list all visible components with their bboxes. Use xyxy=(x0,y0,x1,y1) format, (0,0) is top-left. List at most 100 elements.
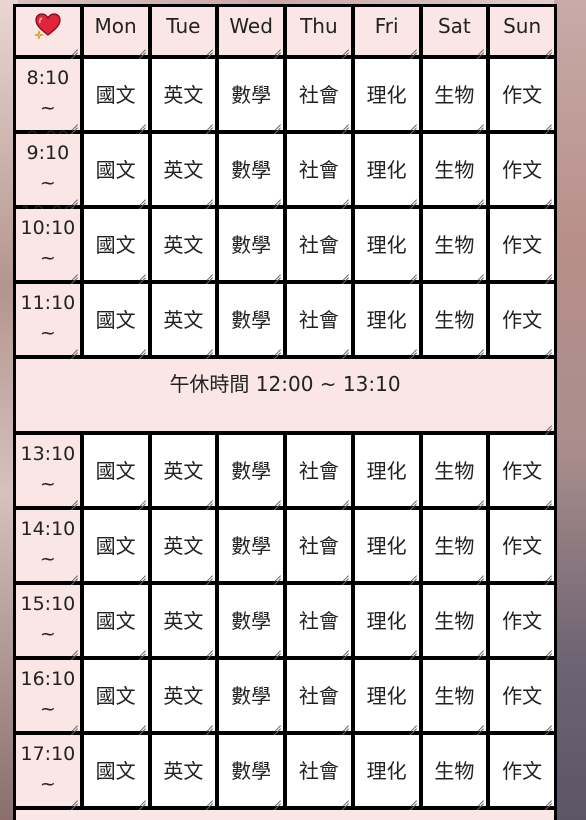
resize-grip-icon[interactable] xyxy=(67,192,78,203)
resize-grip-icon[interactable] xyxy=(338,192,349,203)
resize-grip-icon[interactable] xyxy=(270,342,281,353)
subject-cell[interactable]: 理化 xyxy=(354,660,419,731)
subject-cell[interactable]: 國文 xyxy=(83,134,148,205)
resize-grip-icon[interactable] xyxy=(473,342,484,353)
resize-grip-icon[interactable] xyxy=(473,718,484,729)
resize-grip-icon[interactable] xyxy=(338,643,349,654)
subject-cell[interactable]: 理化 xyxy=(354,735,419,806)
subject-cell[interactable]: 生物 xyxy=(422,435,487,506)
resize-grip-icon[interactable] xyxy=(270,643,281,654)
resize-grip-icon[interactable] xyxy=(541,493,552,504)
resize-grip-icon[interactable] xyxy=(135,793,146,804)
resize-grip-icon[interactable] xyxy=(202,267,213,278)
resize-grip-icon[interactable] xyxy=(541,342,552,353)
subject-cell[interactable]: 生物 xyxy=(422,284,487,355)
resize-grip-icon[interactable] xyxy=(67,643,78,654)
resize-grip-icon[interactable] xyxy=(406,267,417,278)
resize-grip-icon[interactable] xyxy=(338,493,349,504)
subject-cell[interactable]: 社會 xyxy=(287,59,351,130)
resize-grip-icon[interactable] xyxy=(270,117,281,128)
resize-grip-icon[interactable] xyxy=(270,493,281,504)
resize-grip-icon[interactable] xyxy=(473,192,484,203)
subject-cell[interactable]: 數學 xyxy=(219,134,283,205)
resize-grip-icon[interactable] xyxy=(67,42,78,53)
resize-grip-icon[interactable] xyxy=(541,643,552,654)
day-header-sat[interactable]: Sat xyxy=(422,7,487,55)
subject-cell[interactable]: 社會 xyxy=(287,510,351,581)
subject-cell[interactable]: 國文 xyxy=(83,284,148,355)
time-cell[interactable]: 10:10 ~ xyxy=(16,209,80,280)
subject-cell[interactable]: 作文 xyxy=(490,660,554,731)
subject-cell[interactable]: 數學 xyxy=(219,735,283,806)
resize-grip-icon[interactable] xyxy=(67,267,78,278)
resize-grip-icon[interactable] xyxy=(67,117,78,128)
resize-grip-icon[interactable] xyxy=(541,267,552,278)
subject-cell[interactable]: 數學 xyxy=(219,284,283,355)
subject-cell[interactable]: 英文 xyxy=(151,209,216,280)
resize-grip-icon[interactable] xyxy=(270,192,281,203)
resize-grip-icon[interactable] xyxy=(202,192,213,203)
resize-grip-icon[interactable] xyxy=(135,718,146,729)
resize-grip-icon[interactable] xyxy=(473,643,484,654)
resize-grip-icon[interactable] xyxy=(406,793,417,804)
subject-cell[interactable]: 國文 xyxy=(83,59,148,130)
day-header-wed[interactable]: Wed xyxy=(219,7,283,55)
resize-grip-icon[interactable] xyxy=(67,718,78,729)
resize-grip-icon[interactable] xyxy=(473,568,484,579)
resize-grip-icon[interactable] xyxy=(202,718,213,729)
subject-cell[interactable]: 社會 xyxy=(287,735,351,806)
subject-cell[interactable]: 國文 xyxy=(83,510,148,581)
resize-grip-icon[interactable] xyxy=(338,568,349,579)
subject-cell[interactable]: 理化 xyxy=(354,510,419,581)
resize-grip-icon[interactable] xyxy=(541,117,552,128)
subject-cell[interactable]: 英文 xyxy=(151,735,216,806)
subject-cell[interactable]: 作文 xyxy=(490,435,554,506)
resize-grip-icon[interactable] xyxy=(67,493,78,504)
subject-cell[interactable]: 國文 xyxy=(83,435,148,506)
subject-cell[interactable]: 數學 xyxy=(219,209,283,280)
resize-grip-icon[interactable] xyxy=(270,42,281,53)
subject-cell[interactable]: 作文 xyxy=(490,209,554,280)
time-cell[interactable]: 9:10 ~ 10:00 xyxy=(16,134,80,224)
resize-grip-icon[interactable] xyxy=(202,342,213,353)
subject-cell[interactable]: 生物 xyxy=(422,209,487,280)
resize-grip-icon[interactable] xyxy=(406,192,417,203)
subject-cell[interactable]: 數學 xyxy=(219,510,283,581)
corner-cell[interactable] xyxy=(16,7,80,55)
subject-cell[interactable]: 國文 xyxy=(83,209,148,280)
subject-cell[interactable]: 理化 xyxy=(354,284,419,355)
resize-grip-icon[interactable] xyxy=(202,568,213,579)
subject-cell[interactable]: 理化 xyxy=(354,59,419,130)
resize-grip-icon[interactable] xyxy=(406,718,417,729)
resize-grip-icon[interactable] xyxy=(406,117,417,128)
subject-cell[interactable]: 數學 xyxy=(219,660,283,731)
subject-cell[interactable]: 理化 xyxy=(354,209,419,280)
subject-cell[interactable]: 生物 xyxy=(422,735,487,806)
subject-cell[interactable]: 生物 xyxy=(422,585,487,656)
resize-grip-icon[interactable] xyxy=(338,267,349,278)
time-cell[interactable]: 16:10 ~ xyxy=(16,660,80,731)
resize-grip-icon[interactable] xyxy=(135,42,146,53)
subject-cell[interactable]: 社會 xyxy=(287,284,351,355)
subject-cell[interactable]: 國文 xyxy=(83,585,148,656)
resize-grip-icon[interactable] xyxy=(270,793,281,804)
subject-cell[interactable]: 數學 xyxy=(219,585,283,656)
resize-grip-icon[interactable] xyxy=(541,568,552,579)
resize-grip-icon[interactable] xyxy=(135,192,146,203)
time-cell[interactable]: 17:10 ~ xyxy=(16,735,80,806)
subject-cell[interactable]: 數學 xyxy=(219,435,283,506)
subject-cell[interactable]: 英文 xyxy=(151,435,216,506)
subject-cell[interactable]: 生物 xyxy=(422,134,487,205)
subject-cell[interactable]: 理化 xyxy=(354,134,419,205)
resize-grip-icon[interactable] xyxy=(338,117,349,128)
subject-cell[interactable]: 英文 xyxy=(151,284,216,355)
resize-grip-icon[interactable] xyxy=(202,793,213,804)
subject-cell[interactable]: 數學 xyxy=(219,59,283,130)
resize-grip-icon[interactable] xyxy=(202,643,213,654)
subject-cell[interactable]: 社會 xyxy=(287,134,351,205)
subject-cell[interactable]: 生物 xyxy=(422,59,487,130)
subject-cell[interactable]: 英文 xyxy=(151,585,216,656)
resize-grip-icon[interactable] xyxy=(135,643,146,654)
resize-grip-icon[interactable] xyxy=(135,493,146,504)
subject-cell[interactable]: 生物 xyxy=(422,660,487,731)
